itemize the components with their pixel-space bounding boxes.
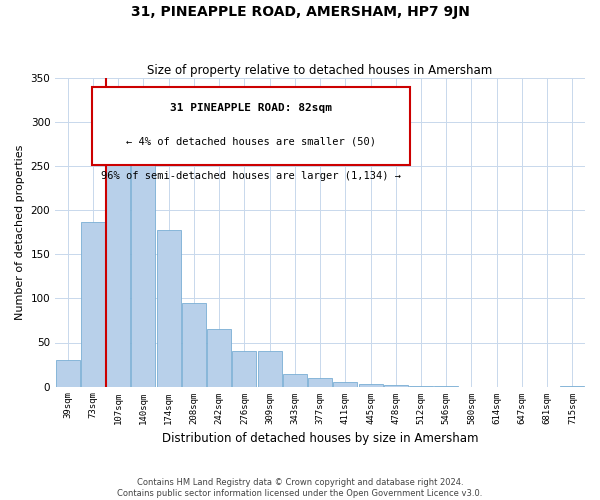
Bar	[56, 360, 80, 386]
Bar	[182, 303, 206, 386]
Text: 31, PINEAPPLE ROAD, AMERSHAM, HP7 9JN: 31, PINEAPPLE ROAD, AMERSHAM, HP7 9JN	[131, 5, 469, 19]
Bar	[257, 352, 281, 386]
Bar	[106, 152, 130, 386]
Bar	[131, 164, 155, 386]
Text: Contains HM Land Registry data © Crown copyright and database right 2024.
Contai: Contains HM Land Registry data © Crown c…	[118, 478, 482, 498]
Bar	[283, 374, 307, 386]
FancyBboxPatch shape	[92, 88, 410, 164]
Bar	[207, 330, 231, 386]
Text: 31 PINEAPPLE ROAD: 82sqm: 31 PINEAPPLE ROAD: 82sqm	[170, 103, 332, 113]
Title: Size of property relative to detached houses in Amersham: Size of property relative to detached ho…	[148, 64, 493, 77]
Text: 96% of semi-detached houses are larger (1,134) →: 96% of semi-detached houses are larger (…	[101, 170, 401, 180]
Bar	[157, 230, 181, 386]
Bar	[232, 352, 256, 386]
Bar	[81, 222, 105, 386]
Bar	[308, 378, 332, 386]
X-axis label: Distribution of detached houses by size in Amersham: Distribution of detached houses by size …	[162, 432, 478, 445]
Bar	[359, 384, 383, 386]
Bar	[384, 385, 408, 386]
Text: ← 4% of detached houses are smaller (50): ← 4% of detached houses are smaller (50)	[126, 137, 376, 147]
Bar	[334, 382, 357, 386]
Y-axis label: Number of detached properties: Number of detached properties	[15, 144, 25, 320]
